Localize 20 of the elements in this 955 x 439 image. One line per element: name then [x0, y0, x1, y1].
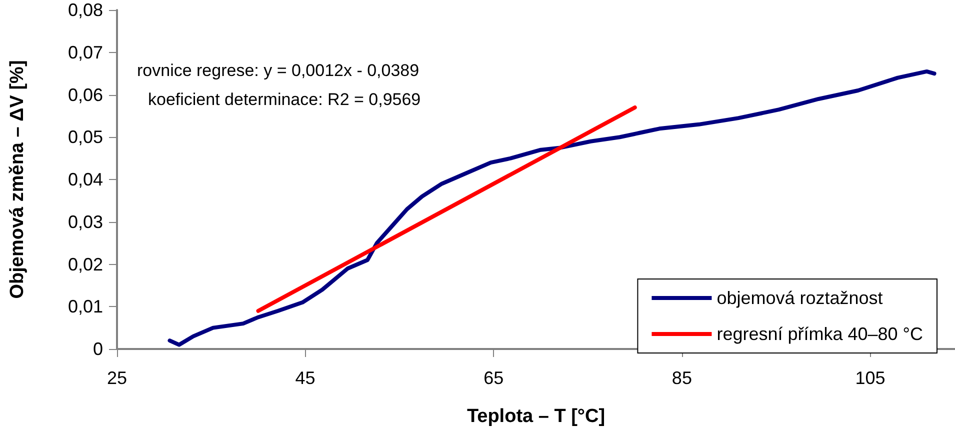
y-tick-label: 0,02 — [68, 254, 103, 274]
y-tick-label: 0,03 — [68, 212, 103, 232]
x-tick-label: 65 — [484, 368, 504, 388]
x-tick-label: 25 — [106, 368, 128, 388]
legend-label: regresní přímka 40–80 °C — [716, 324, 923, 344]
y-tick-label: 0,04 — [68, 170, 103, 190]
y-tick-label: 0 — [92, 339, 103, 359]
y-tick-label: 0,05 — [68, 127, 103, 148]
legend-label: objemová roztažnost — [716, 288, 883, 308]
y-tick-label: 0,08 — [68, 0, 103, 20]
x-axis-title: Teplota – T [°C] — [466, 406, 606, 427]
x-tick-label: 85 — [672, 368, 692, 388]
annotation: rovnice regrese: y = 0,0012x - 0,0389 — [137, 61, 420, 80]
annotation: koeficient determinace: R2 = 0,9569 — [148, 90, 421, 109]
y-axis-title: Objemová změna – ΔV [%] — [7, 60, 28, 299]
x-tick-label: 45 — [295, 368, 316, 388]
x-tick-label: 105 — [855, 368, 886, 388]
y-tick-label: 0,01 — [68, 296, 103, 317]
y-tick-label: 0,06 — [68, 84, 103, 105]
y-tick-label: 0,07 — [68, 42, 103, 62]
